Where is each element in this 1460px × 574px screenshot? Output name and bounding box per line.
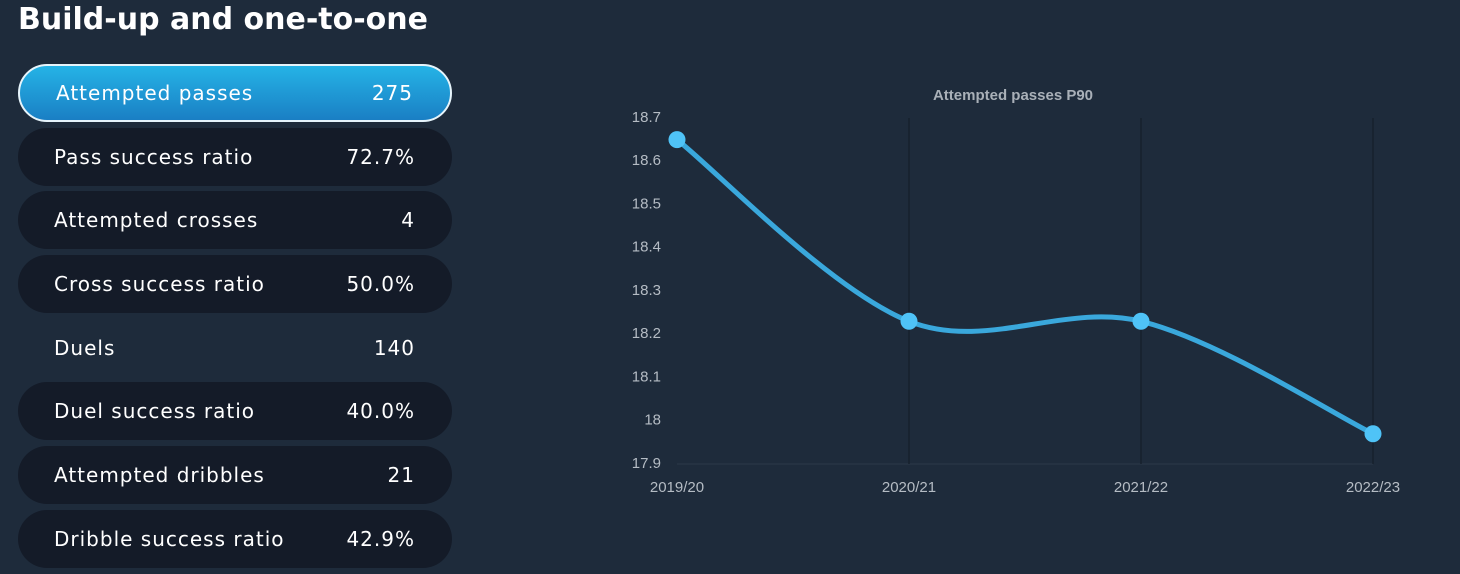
y-tick-label: 18.2	[632, 325, 661, 342]
stat-item[interactable]: Attempted passes 275	[18, 64, 452, 122]
y-tick-label: 18.7	[632, 109, 661, 126]
stat-label: Pass success ratio	[54, 144, 254, 169]
x-tick-label: 2022/23	[1346, 479, 1400, 496]
stat-value: 140	[373, 335, 415, 360]
stat-label: Attempted passes	[56, 81, 254, 105]
point	[1132, 312, 1150, 330]
stat-label: Dribble success ratio	[54, 526, 285, 551]
y-tick-label: 18.6	[632, 152, 661, 169]
stat-value: 21	[387, 463, 415, 488]
stat-item[interactable]: Cross success ratio 50.0%	[18, 255, 452, 314]
point	[1364, 425, 1382, 443]
stat-item[interactable]: Dribble success ratio 42.9%	[18, 509, 452, 568]
stat-value: 50.0%	[346, 272, 415, 297]
stat-label: Cross success ratio	[54, 272, 265, 297]
stat-list: Attempted passes 275 Pass success ratio 72.…	[18, 64, 452, 574]
stat-item[interactable]: Duels 140	[18, 319, 452, 377]
section-title: Build-up and one-to-one	[18, 2, 428, 37]
stat-item[interactable]: Duel success ratio 40.0%	[18, 382, 452, 441]
chart-title: Attempted passes P90	[933, 87, 1093, 104]
stat-item[interactable]: Attempted dribbles 21	[18, 446, 452, 505]
stat-item[interactable]: Attempted crosses 4	[18, 191, 452, 250]
stat-label: Duels	[54, 335, 116, 360]
stat-label: Attempted dribbles	[54, 463, 265, 488]
y-tick-label: 18.4	[632, 239, 661, 256]
stat-value: 72.7%	[346, 144, 415, 169]
stat-value: 40.0%	[346, 399, 415, 424]
stat-label: Attempted crosses	[54, 208, 259, 233]
point	[668, 131, 686, 149]
stat-label: Duel success ratio	[54, 399, 255, 424]
stat-value: 42.9%	[346, 526, 415, 551]
y-tick-label: 18.3	[632, 282, 661, 299]
stat-value: 4	[401, 208, 415, 233]
y-tick-label: 18	[644, 412, 661, 429]
x-tick-label: 2020/21	[882, 479, 936, 496]
x-tick-label: 2021/22	[1114, 479, 1168, 496]
line	[674, 137, 1376, 437]
x-tick-label: 2019/20	[650, 479, 704, 496]
y-tick-label: 18.5	[632, 195, 661, 212]
stat-value: 275	[371, 81, 413, 105]
y-tick-label: 17.9	[632, 455, 661, 472]
point	[900, 312, 918, 330]
y-tick-label: 18.1	[632, 368, 661, 385]
stat-item[interactable]: Pass success ratio 72.7%	[18, 127, 452, 186]
